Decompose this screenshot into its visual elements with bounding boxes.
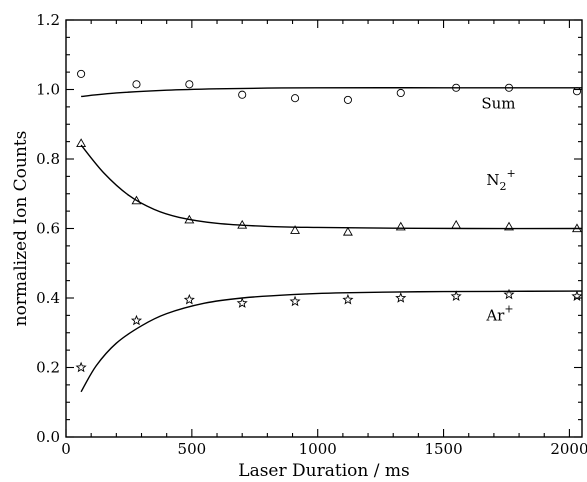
sum-data-point [132,80,141,89]
sum-data-point [185,80,194,89]
n2-data-point [571,223,582,233]
ar-data-point [342,293,354,305]
y-tick-label: 0.4 [36,289,60,307]
ar-series-label: Ar+ [485,303,513,325]
n2-data-point [451,219,462,229]
ar-data-point [503,288,515,300]
series-labels: Sum N2+ Ar+ [481,95,515,325]
ar-data-point [571,290,583,301]
fit-curves [80,87,583,393]
n2-data-point [184,214,195,224]
sum-data-point [343,95,352,104]
x-tick-label: 1500 [424,440,462,458]
ar-data-point [130,314,143,326]
ar-data-point [236,297,248,308]
n2-series-label: N2+ [486,167,515,193]
ar-data-point [289,295,301,307]
ar-data-point [183,293,195,305]
y-tick-label: 0.0 [36,428,60,446]
sum-data-point [396,88,405,98]
y-tick-label: 0.6 [36,220,60,238]
sum-data-point [504,83,514,92]
ar-fit-curve [80,290,583,393]
x-axis-title: Laser Duration / ms [238,461,409,481]
y-tick-label: 1.0 [36,81,60,99]
sum-data-point [238,90,247,99]
x-tick-label: 2000 [550,440,587,458]
data-points [75,69,583,373]
x-tick-label: 500 [178,440,207,458]
sum-data-point [572,87,582,96]
n2-data-point [342,226,353,236]
y-axis-title: normalized Ion Counts [11,131,31,327]
sum-data-point [452,83,461,92]
n2-data-point [395,221,406,231]
n2-data-point [131,195,142,205]
sum-data-point [291,94,300,103]
sum-fit-curve [81,87,582,98]
axis-ticks: 0 500 1000 1500 2000 0.0 0.2 0.4 0.6 0.8 1.0 1.2 [36,11,587,458]
y-tick-label: 0.8 [36,150,60,168]
x-tick-label: 0 [61,440,71,458]
x-tick-label: 1000 [299,440,337,458]
n2-data-point [290,225,301,234]
n2-data-point [76,138,87,147]
y-tick-label: 0.2 [36,359,60,377]
ar-data-point [450,290,462,301]
sum-series-label: Sum [481,95,515,113]
n2-data-point [237,219,248,229]
ar-data-point [75,361,87,373]
n2-fit-curve [80,144,583,230]
sum-data-point [77,69,86,78]
n2-data-point [504,221,514,231]
ar-data-point [395,292,407,303]
y-tick-label: 1.2 [36,11,60,29]
